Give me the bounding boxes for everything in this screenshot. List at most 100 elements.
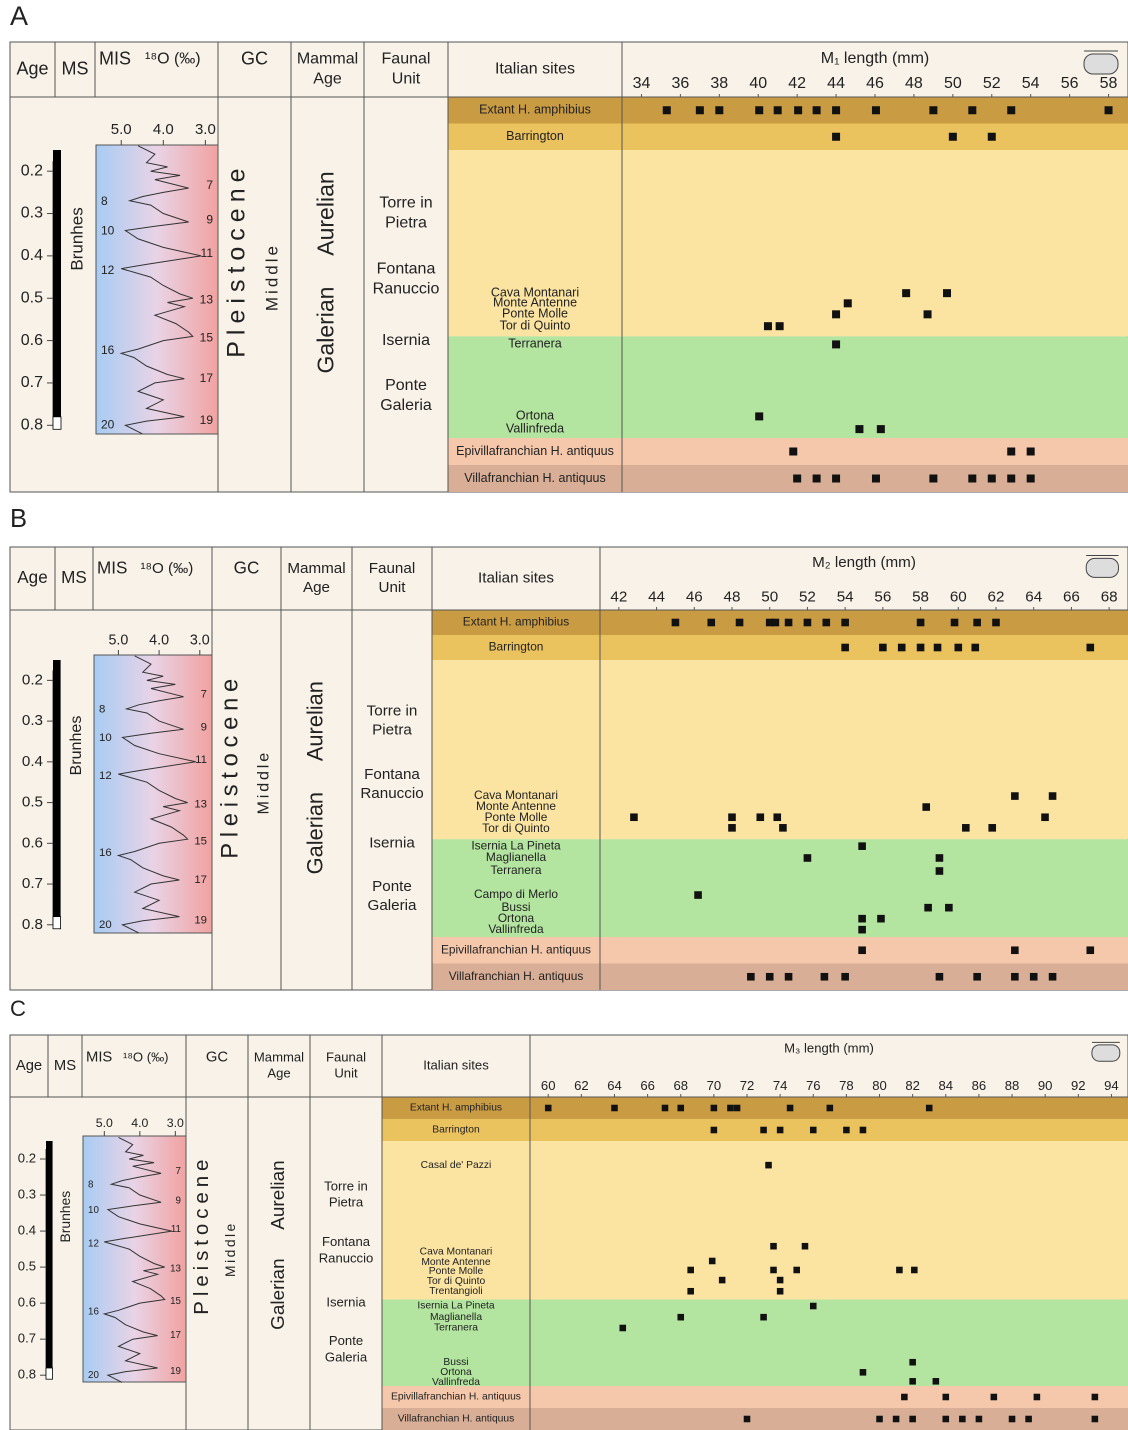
data-point [859, 1369, 867, 1376]
mis-stage: 8 [99, 704, 105, 716]
x-tick-label: 88 [1005, 1078, 1020, 1093]
data-point [747, 972, 755, 981]
header: Italian sites [478, 570, 554, 587]
y-tick-label: 0.7 [21, 374, 43, 391]
data-point [1007, 474, 1016, 483]
mis-stage: 16 [99, 847, 112, 859]
tooth-icon [1091, 1044, 1121, 1062]
faunal-unit: Ranuccio [373, 280, 440, 297]
tooth-icon [1083, 53, 1119, 75]
header: GC [234, 559, 260, 578]
x-tick-label: 46 [686, 589, 703, 606]
data-point [770, 1242, 777, 1250]
x-tick-label: 64 [1025, 589, 1042, 606]
data-point [1026, 447, 1035, 456]
zone-band [382, 1141, 1128, 1300]
y-tick-label: 0.8 [18, 1367, 36, 1382]
x-tick-label: 62 [988, 589, 1005, 606]
data-point [776, 1126, 784, 1134]
data-point [909, 1415, 916, 1423]
faunal-unit: Fontana [377, 260, 436, 277]
site-label: Trentangioli [429, 1286, 482, 1297]
mis-stage: 12 [101, 263, 115, 277]
mis-stage: 9 [206, 212, 213, 226]
data-point [942, 1415, 950, 1423]
data-point [779, 824, 787, 832]
data-point [544, 1104, 552, 1112]
data-point [695, 106, 704, 115]
faunal-unit: Torre in [367, 703, 418, 720]
band-label: Extant H. amphibius [463, 615, 569, 629]
x-tick-label: 76 [806, 1078, 821, 1093]
data-point [662, 106, 671, 115]
data-point [803, 854, 812, 862]
x-tick-label: 70 [707, 1078, 722, 1093]
data-point [879, 643, 887, 652]
data-point [897, 643, 906, 652]
x-tick-label: 50 [944, 75, 962, 92]
faunal-unit: Galeria [380, 397, 432, 414]
data-point [832, 132, 841, 141]
mis-stage: 11 [195, 754, 207, 766]
ms-normal [53, 150, 61, 417]
x-tick-label: 38 [710, 75, 728, 92]
mis-stage: 10 [99, 732, 112, 744]
y-tick-label: 0.5 [18, 1259, 36, 1274]
data-point [760, 1313, 767, 1321]
zone-band [432, 660, 1128, 840]
data-point [954, 643, 963, 652]
data-point [990, 1393, 998, 1401]
data-point [1033, 1393, 1041, 1401]
x-tick-label: 64 [607, 1078, 622, 1093]
site-band [382, 1119, 1128, 1141]
data-point [770, 1266, 777, 1274]
mis-tick-label: 5.0 [111, 121, 132, 138]
mis-stage: 17 [200, 371, 214, 385]
mis-tick-label: 5.0 [108, 633, 128, 649]
faunal-unit: Ranuccio [319, 1251, 374, 1266]
site-label: Terranera [434, 1323, 478, 1334]
header: Age [17, 568, 47, 587]
data-point [916, 618, 925, 627]
faunal-unit: Pietra [329, 1195, 364, 1210]
epoch: Pleistocene [223, 162, 251, 357]
header: MIS [86, 1050, 112, 1066]
site-label: Terranera [491, 863, 542, 877]
y-tick-label: 0.8 [22, 916, 43, 933]
y-tick-label: 0.5 [21, 289, 43, 306]
y-tick-label: 0.7 [18, 1331, 36, 1346]
x-tick-label: 60 [541, 1078, 556, 1093]
data-point [756, 813, 765, 822]
header: MIS [97, 559, 127, 578]
x-tick-label: 42 [610, 589, 627, 606]
data-point [718, 1276, 726, 1284]
faunal-unit: Torre in [379, 195, 432, 212]
data-point [832, 340, 841, 349]
data-point [755, 106, 764, 115]
site-label: Vallinfreda [506, 421, 564, 435]
site-label: Monte Antenne [476, 799, 556, 813]
data-point [892, 1415, 900, 1423]
ms-reverse [52, 916, 61, 930]
data-point [710, 1126, 718, 1134]
data-point [826, 1104, 834, 1112]
data-point [1007, 106, 1016, 115]
data-point [959, 1415, 966, 1423]
data-point [677, 1313, 685, 1321]
mis-stage: 11 [171, 1224, 181, 1235]
data-point [922, 803, 931, 811]
epoch: Pleistocene [190, 1155, 213, 1315]
zone-band [448, 150, 1128, 337]
data-point [871, 474, 880, 483]
sub-epoch: Middle [255, 750, 273, 815]
data-point [962, 824, 970, 832]
x-tick-label: 94 [1104, 1078, 1119, 1093]
site-band [382, 1408, 1128, 1430]
mis-stage: 8 [88, 1180, 94, 1191]
x-tick-label: 72 [740, 1078, 755, 1093]
data-point [992, 618, 1000, 627]
mis-tick-label: 3.0 [167, 1116, 184, 1130]
data-point [773, 106, 782, 115]
y-tick-label: 0.8 [21, 417, 43, 434]
